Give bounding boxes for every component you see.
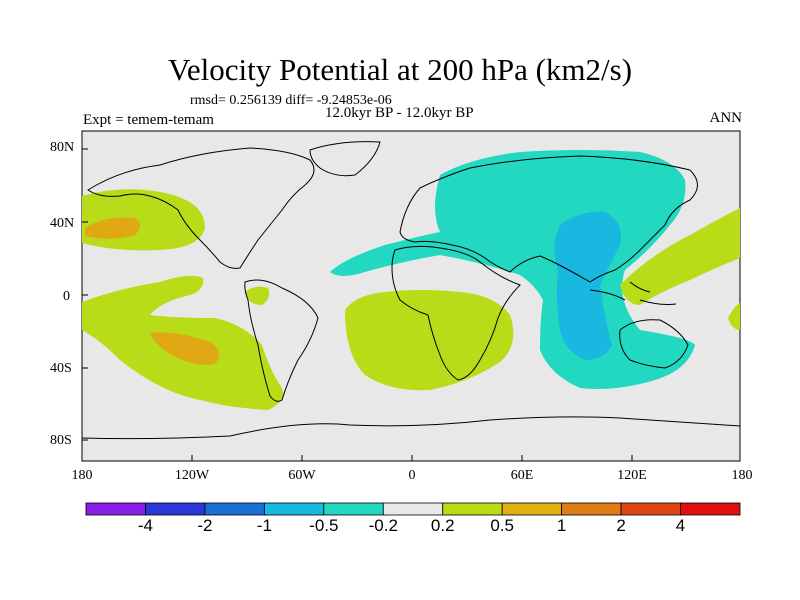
colorbar-label: -2 <box>197 516 213 535</box>
coastline-south-america <box>244 279 319 402</box>
axis-ticks <box>82 148 633 461</box>
colorbar-label: -4 <box>137 516 154 535</box>
colorbar-label: -0.5 <box>309 516 339 535</box>
colorbar-label: -0.2 <box>368 516 398 535</box>
colorbar-swatch <box>442 502 503 516</box>
lon-label-120w: 120W <box>174 468 210 483</box>
contour-africa-positive <box>345 290 514 391</box>
colorbar-label: 2 <box>616 516 626 535</box>
contour-ne-pacific-strong <box>85 217 140 239</box>
colorbar-swatch <box>680 502 741 516</box>
experiment-label: Expt = temem-temam <box>83 112 214 128</box>
colorbar-label: 0.5 <box>490 516 514 535</box>
colorbar-label: -1 <box>256 516 272 535</box>
lon-label-180w: 180 <box>71 468 93 483</box>
coastline-africa <box>391 245 521 381</box>
contour-e-edge-positive <box>728 303 740 330</box>
plot-title: Velocity Potential at 200 hPa (km2/s) <box>167 52 633 87</box>
colorbar-swatch <box>204 502 265 516</box>
lat-label-40n: 40N <box>50 216 75 231</box>
colorbar-swatch <box>145 502 206 516</box>
lon-label-0: 0 <box>408 468 416 483</box>
contour-s-pacific-strong <box>150 332 219 365</box>
colorbar-swatch <box>382 502 444 516</box>
period-text: 12.0kyr BP - 12.0kyr BP <box>325 105 474 121</box>
colorbar-swatch <box>620 502 681 516</box>
lon-label-60e: 60E <box>510 468 534 483</box>
lat-label-80s: 80S <box>50 433 72 448</box>
colorbar-swatch <box>501 502 563 516</box>
lat-label-80n: 80N <box>50 140 75 155</box>
colorbar-label: 1 <box>556 516 567 535</box>
lon-label-180e: 180 <box>731 468 753 483</box>
coastlines <box>81 141 741 440</box>
lon-label-60w: 60W <box>288 468 316 483</box>
colorbar <box>85 502 741 516</box>
lon-label-120e: 120E <box>617 468 647 483</box>
stats-text: rmsd= 0.256139 diff= -9.24853e-06 <box>190 93 392 108</box>
coastline-australia <box>619 319 689 369</box>
colorbar-swatch <box>85 502 146 516</box>
coastline-maritime-continent <box>589 281 677 305</box>
colorbar-swatch <box>263 502 325 516</box>
contour-w-pacific-positive <box>620 208 740 305</box>
coastline-north-america <box>87 147 315 269</box>
contour-asia-indian-mid <box>554 211 621 360</box>
colorbar-label: 4 <box>675 516 686 535</box>
coastline-eurasia <box>399 155 698 283</box>
coastline-greenland <box>309 141 381 177</box>
colorbar-swatch <box>323 502 384 516</box>
coastline-antarctica <box>81 416 741 440</box>
season-label: ANN <box>709 110 743 126</box>
contour-amazon-positive <box>245 286 270 305</box>
lat-label-40s: 40S <box>50 361 72 376</box>
lat-label-0: 0 <box>63 289 70 304</box>
colorbar-label: 0.2 <box>430 516 455 535</box>
colorbar-swatch <box>561 502 622 516</box>
